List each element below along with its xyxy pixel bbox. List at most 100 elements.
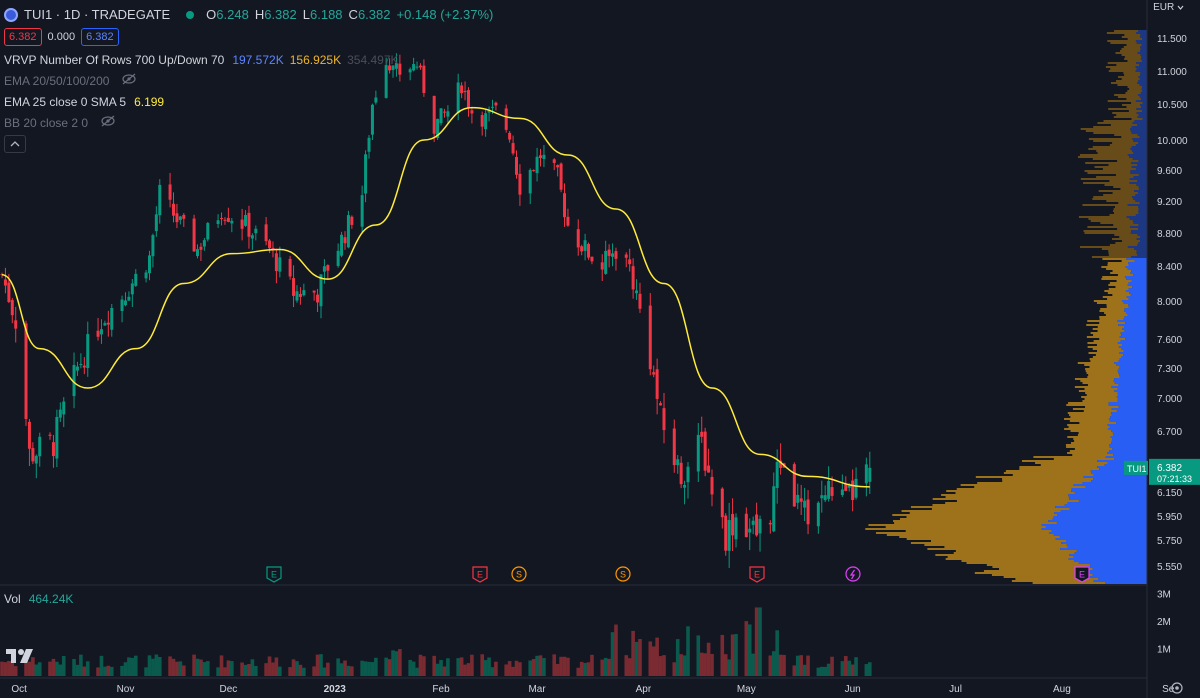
volume-bar[interactable]: [631, 630, 635, 676]
volume-bar[interactable]: [394, 651, 399, 676]
candle[interactable]: [734, 513, 738, 548]
market-status-icon[interactable]: [186, 10, 195, 19]
candle[interactable]: [638, 282, 642, 313]
candle[interactable]: [38, 432, 42, 467]
volume-bar[interactable]: [706, 642, 711, 676]
candle[interactable]: [635, 279, 639, 300]
collapse-legend-button[interactable]: [4, 135, 26, 153]
candle[interactable]: [127, 291, 131, 301]
candle[interactable]: [391, 65, 395, 78]
candle[interactable]: [820, 480, 824, 513]
indicator-ema-multi[interactable]: EMA 20/50/100/200: [4, 70, 493, 91]
volume-bar[interactable]: [96, 667, 100, 676]
candle[interactable]: [3, 267, 7, 294]
buy-button[interactable]: 6.382: [81, 28, 119, 46]
candle[interactable]: [199, 243, 203, 262]
candle[interactable]: [806, 490, 810, 535]
candle[interactable]: [755, 502, 759, 537]
volume-bar[interactable]: [507, 661, 512, 676]
candle[interactable]: [830, 476, 834, 501]
candle[interactable]: [508, 131, 512, 143]
candle[interactable]: [583, 233, 587, 261]
candle[interactable]: [796, 483, 800, 510]
volume-bar[interactable]: [264, 663, 268, 676]
volume-bar[interactable]: [696, 635, 701, 676]
candle[interactable]: [274, 248, 278, 284]
volume-bar[interactable]: [758, 607, 762, 676]
candle[interactable]: [535, 147, 539, 182]
volume-bar[interactable]: [51, 658, 56, 676]
candle[interactable]: [823, 485, 827, 503]
volume-bar[interactable]: [459, 657, 464, 676]
candle[interactable]: [511, 135, 515, 156]
volume-bar[interactable]: [442, 666, 447, 676]
candle[interactable]: [55, 409, 59, 468]
volume-bar[interactable]: [627, 658, 632, 676]
volume-bar[interactable]: [219, 655, 224, 676]
candle[interactable]: [679, 456, 683, 489]
candle[interactable]: [556, 164, 560, 177]
volume-bar[interactable]: [751, 653, 755, 676]
candle[interactable]: [727, 502, 731, 568]
dividend-event-icon[interactable]: S: [511, 566, 527, 582]
volume-bar[interactable]: [79, 654, 83, 676]
volume-bar[interactable]: [37, 662, 42, 676]
volume-bar[interactable]: [514, 660, 519, 676]
volume-bar[interactable]: [7, 660, 11, 676]
volume-bar[interactable]: [648, 641, 653, 676]
volume-bar[interactable]: [195, 658, 200, 676]
volume-bar[interactable]: [782, 654, 786, 676]
volume-bar[interactable]: [157, 656, 162, 676]
candle[interactable]: [340, 231, 344, 258]
hidden-eye-icon[interactable]: [121, 73, 137, 88]
ema-25-line[interactable]: [1, 106, 870, 488]
volume-bar[interactable]: [106, 665, 111, 676]
candle[interactable]: [326, 264, 330, 279]
volume-bar[interactable]: [206, 661, 210, 676]
candle[interactable]: [851, 469, 855, 512]
volume-bar[interactable]: [226, 660, 231, 676]
volume-bar[interactable]: [583, 662, 587, 676]
volume-bar[interactable]: [271, 662, 275, 676]
volume-bar[interactable]: [154, 654, 159, 676]
volume-bar[interactable]: [243, 664, 248, 676]
volume-bar[interactable]: [75, 664, 80, 676]
candle[interactable]: [542, 145, 546, 168]
candle[interactable]: [672, 419, 676, 473]
volume-bar[interactable]: [771, 651, 776, 676]
volume-bar[interactable]: [607, 658, 611, 676]
volume-bar[interactable]: [422, 656, 426, 676]
volume-bar[interactable]: [504, 664, 509, 676]
volume-bar[interactable]: [147, 655, 152, 676]
volume-bar[interactable]: [151, 658, 155, 676]
candle[interactable]: [34, 454, 38, 479]
volume-bar[interactable]: [542, 658, 546, 676]
volume-bar[interactable]: [34, 664, 39, 676]
candle[interactable]: [604, 240, 608, 275]
volume-bar[interactable]: [614, 624, 618, 676]
candle[interactable]: [611, 243, 615, 267]
volume-bar[interactable]: [562, 656, 567, 676]
volume-bar[interactable]: [843, 656, 848, 676]
volume-bar[interactable]: [446, 658, 450, 676]
candle[interactable]: [350, 215, 354, 229]
volume-bar[interactable]: [792, 665, 797, 676]
candle[interactable]: [648, 293, 652, 376]
volume-bar[interactable]: [398, 649, 402, 676]
candle[interactable]: [563, 183, 567, 227]
candle[interactable]: [580, 244, 584, 256]
volume-bar[interactable]: [672, 662, 677, 676]
candle[interactable]: [659, 401, 663, 406]
volume-bar[interactable]: [295, 661, 299, 676]
volume-bar[interactable]: [202, 662, 207, 676]
volume-bar[interactable]: [555, 663, 560, 676]
candle[interactable]: [518, 164, 522, 206]
volume-bar[interactable]: [487, 657, 491, 676]
candle[interactable]: [278, 246, 282, 278]
candle[interactable]: [134, 269, 138, 287]
volume-bar[interactable]: [0, 661, 4, 676]
candle[interactable]: [51, 434, 55, 468]
volume-bar[interactable]: [291, 659, 296, 676]
volume-bar[interactable]: [322, 667, 327, 676]
volume-bar[interactable]: [312, 666, 316, 676]
